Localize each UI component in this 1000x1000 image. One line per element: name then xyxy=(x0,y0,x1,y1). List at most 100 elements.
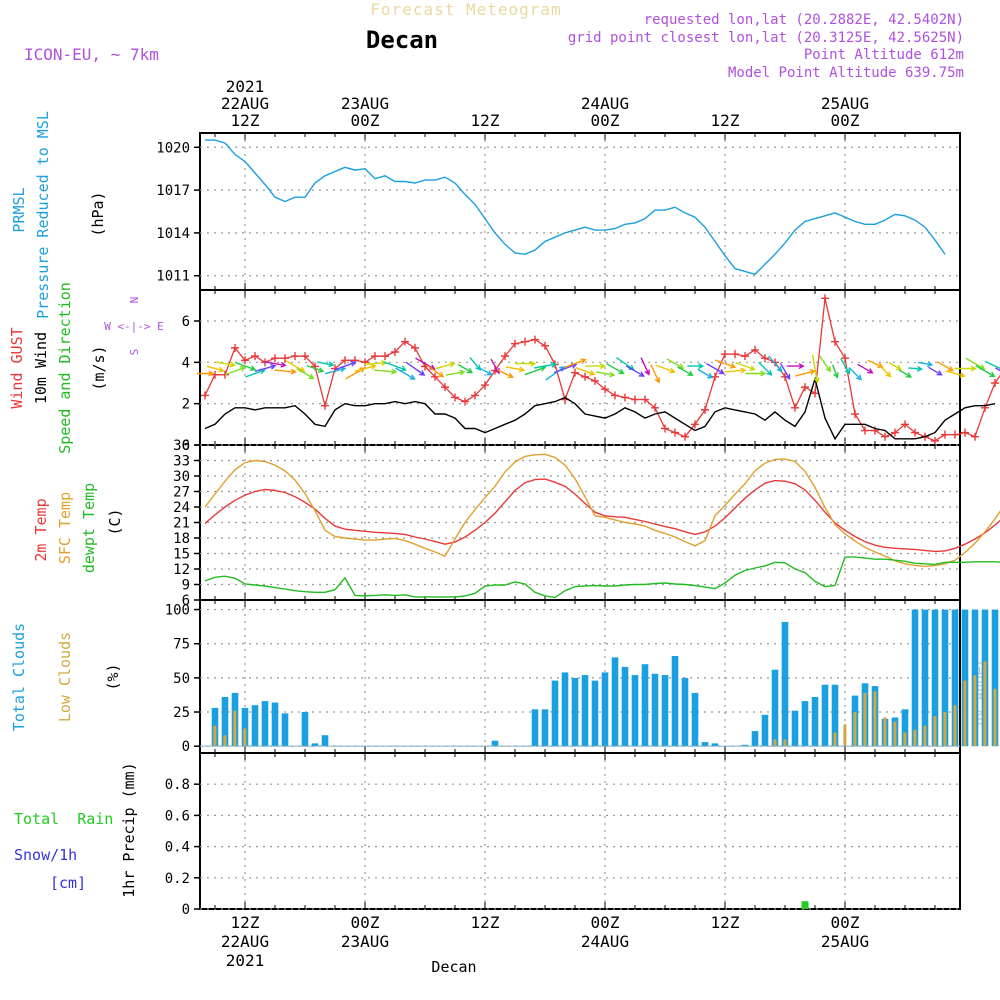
wind-direction-arrow xyxy=(564,358,587,368)
clouds-ytick-label: 25 xyxy=(173,705,190,721)
total-cloud-bar xyxy=(581,675,589,747)
wind-direction-arrow xyxy=(795,369,817,377)
gust-marker xyxy=(851,410,859,418)
top-time-label: 12Z xyxy=(231,111,260,130)
wind-direction-arrow xyxy=(666,358,685,369)
wind-labels: Wind GUST 10m Wind Speed and Direction (… xyxy=(8,282,164,454)
cloud-unit: (%) xyxy=(104,663,122,690)
gust-marker xyxy=(271,354,279,363)
wind-direction-arrow xyxy=(832,364,839,379)
gust-marker xyxy=(401,337,409,346)
gust-marker xyxy=(931,436,939,445)
bottom-time-label: 22AUG xyxy=(221,932,269,951)
gust-marker xyxy=(211,370,219,379)
low-cloud-bar xyxy=(883,717,887,747)
gust-marker xyxy=(691,420,699,429)
bottom-time-label: 2021 xyxy=(226,951,265,970)
pressure-labels: PRMSL Pressure Reduced to MSL (hPa) xyxy=(10,111,107,319)
wind-direction-arrow xyxy=(819,355,832,373)
pressure-frame xyxy=(199,132,961,291)
gust-marker xyxy=(571,368,579,377)
model-label: ICON-EU, ~ 7km xyxy=(24,45,159,64)
low-cloud-bar xyxy=(223,735,227,747)
wind-direction-arrow xyxy=(697,368,714,379)
gust-marker xyxy=(791,403,799,412)
total-clouds-label: Total Clouds xyxy=(10,623,28,731)
wind-direction-arrow xyxy=(306,364,325,373)
gust-marker xyxy=(221,370,229,379)
total-cloud-bar xyxy=(921,609,929,747)
gust-marker xyxy=(831,337,839,346)
total-cloud-bar xyxy=(911,609,919,747)
total-cloud-bar xyxy=(821,684,829,747)
wind-direction-arrow xyxy=(840,358,851,375)
total-cloud-bar xyxy=(611,657,619,747)
temp-ytick-label: 6 xyxy=(182,593,190,609)
clouds-ytick-label: 100 xyxy=(165,603,190,619)
gust-marker xyxy=(321,401,329,410)
low-clouds-label: Low Clouds xyxy=(56,632,74,722)
top-time-label: 12Z xyxy=(471,111,500,130)
cloud-labels: Total Clouds Low Clouds (%) xyxy=(10,623,122,731)
compass-north: N xyxy=(128,297,141,304)
gust-marker xyxy=(531,335,539,344)
gust-marker xyxy=(231,343,239,352)
bottom-time-label: 12Z xyxy=(471,913,500,932)
total-cloud-bar xyxy=(781,621,789,747)
total-cloud-bar xyxy=(701,742,709,747)
gust-marker xyxy=(601,385,609,394)
wind-speed-line xyxy=(204,376,996,441)
compass-rose: N W <-|-> E S xyxy=(104,297,164,356)
gust-marker xyxy=(431,372,439,381)
total-cloud-bar xyxy=(931,609,939,747)
wind-direction-arrow xyxy=(505,366,526,373)
wind-direction-arrow xyxy=(724,367,747,374)
gust-marker xyxy=(201,391,209,400)
gust-marker xyxy=(481,381,489,390)
gust-marker xyxy=(591,376,599,385)
wind-direction-arrow xyxy=(879,365,892,378)
gust-marker xyxy=(621,393,629,402)
gust-marker xyxy=(811,389,819,398)
wind-direction-arrow xyxy=(984,360,1000,371)
gust-marker xyxy=(391,348,399,356)
wind-direction-arrow xyxy=(640,357,650,376)
pressure-ytick-label: 1017 xyxy=(156,183,190,199)
wind-direction-arrow xyxy=(296,367,315,380)
temp-ytick-label: 36 xyxy=(173,438,190,454)
temp-ytick-label: 27 xyxy=(173,485,190,501)
wind-direction-arrow xyxy=(908,365,924,372)
wind-direction-arrow xyxy=(575,367,596,376)
gust-marker xyxy=(281,354,289,363)
total-cloud-bar xyxy=(281,713,289,747)
precip-ytick-label: 0.4 xyxy=(165,840,190,856)
total-cloud-bar xyxy=(631,675,639,747)
low-cloud-bar xyxy=(243,728,247,747)
gust-marker xyxy=(501,352,509,361)
wind-ytick-label: 0 xyxy=(182,438,190,454)
wind-direction-arrow xyxy=(677,366,694,377)
top-time-label: 00Z xyxy=(831,111,860,130)
low-cloud-bar xyxy=(903,732,907,747)
gust-marker xyxy=(611,391,619,400)
tsfc-label: SFC Temp xyxy=(56,492,74,564)
total-cloud-bar xyxy=(321,735,329,747)
wind-direction-arrow xyxy=(954,365,977,372)
gust-marker xyxy=(451,393,459,402)
wind-direction-arrow xyxy=(606,363,625,375)
wind-direction-arrow xyxy=(758,361,773,376)
gust-marker xyxy=(291,352,299,361)
gust-marker xyxy=(701,405,709,414)
top-time-label: 00Z xyxy=(351,111,380,130)
clouds-ytick-label: 75 xyxy=(173,637,190,653)
compass-south: S xyxy=(128,349,141,356)
low-cloud-bar xyxy=(963,680,967,747)
total-cloud-bar xyxy=(771,669,779,747)
top-time-label: 23AUG xyxy=(341,94,389,113)
bottom-time-label: 23AUG xyxy=(341,932,389,951)
gust-marker xyxy=(471,391,479,400)
gust-marker xyxy=(361,358,369,367)
temp-ytick-label: 12 xyxy=(173,562,190,578)
low-cloud-bar xyxy=(913,729,917,747)
